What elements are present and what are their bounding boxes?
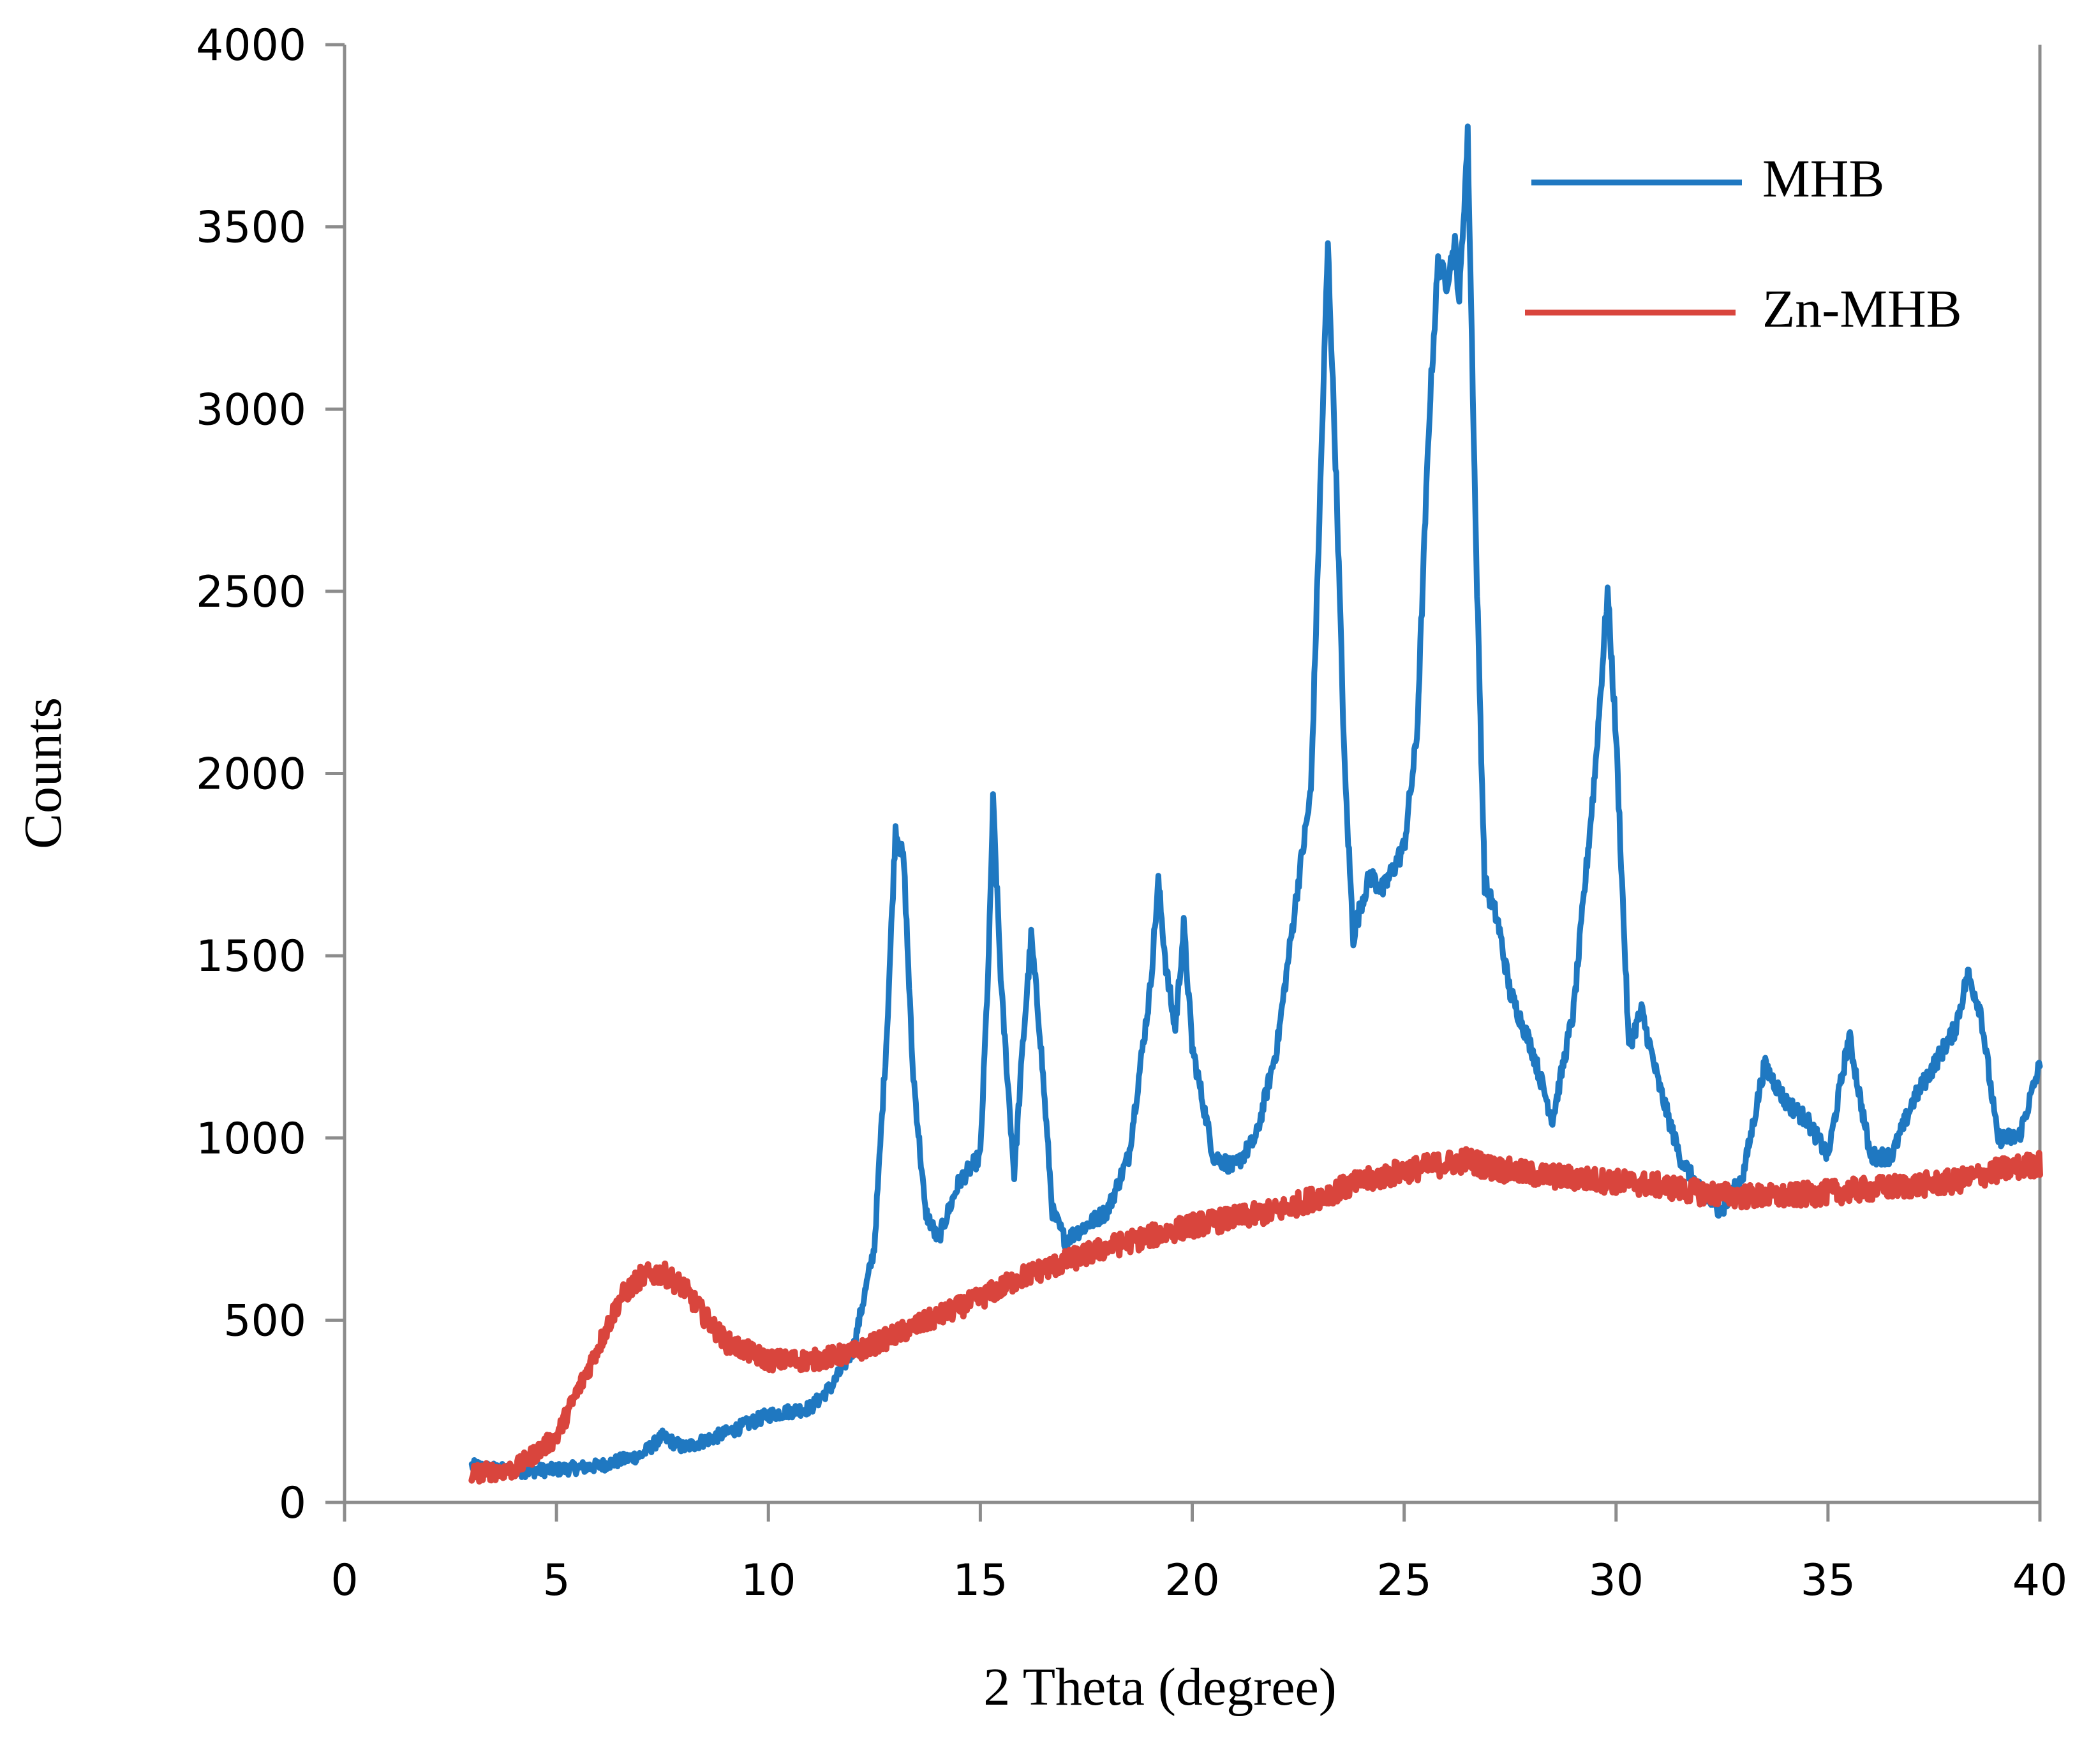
y-tick-label: 500 bbox=[223, 1296, 306, 1346]
legend-label-zn-mhb: Zn-MHB bbox=[1762, 279, 1962, 339]
y-tick-label: 0 bbox=[279, 1478, 306, 1529]
y-tick-label: 1000 bbox=[196, 1114, 306, 1164]
x-tick-label: 0 bbox=[331, 1555, 358, 1606]
x-tick-label: 35 bbox=[1801, 1555, 1856, 1606]
x-tick-label: 15 bbox=[953, 1555, 1008, 1606]
legend-label-mhb: MHB bbox=[1762, 149, 1884, 209]
legend: MHB Zn-MHB bbox=[1525, 149, 1962, 339]
y-tick-label: 3000 bbox=[196, 385, 306, 435]
series-group bbox=[468, 123, 2043, 1485]
x-tick-label: 30 bbox=[1588, 1555, 1644, 1606]
x-tick-label: 25 bbox=[1376, 1555, 1432, 1606]
x-tick-label: 40 bbox=[2012, 1555, 2068, 1606]
y-tick-label: 2000 bbox=[196, 750, 306, 800]
series-line-zn-mhb bbox=[468, 1146, 2043, 1485]
x-ticks: 0 5 10 15 20 25 30 35 40 bbox=[331, 1502, 2067, 1606]
y-axis-title: Counts bbox=[13, 697, 73, 849]
series-line-mhb bbox=[468, 123, 2043, 1480]
x-tick-label: 5 bbox=[542, 1555, 570, 1606]
y-ticks: 0 500 1000 1500 2000 2500 3000 3500 4000 bbox=[196, 20, 345, 1529]
x-tick-label: 10 bbox=[741, 1555, 796, 1606]
y-tick-label: 1500 bbox=[196, 931, 306, 982]
axes bbox=[343, 45, 2042, 1504]
x-axis-title: 2 Theta (degree) bbox=[983, 1657, 1336, 1717]
x-tick-label: 20 bbox=[1164, 1555, 1220, 1606]
y-tick-label: 2500 bbox=[196, 567, 306, 618]
y-tick-label: 4000 bbox=[196, 20, 306, 71]
y-tick-label: 3500 bbox=[196, 203, 306, 253]
